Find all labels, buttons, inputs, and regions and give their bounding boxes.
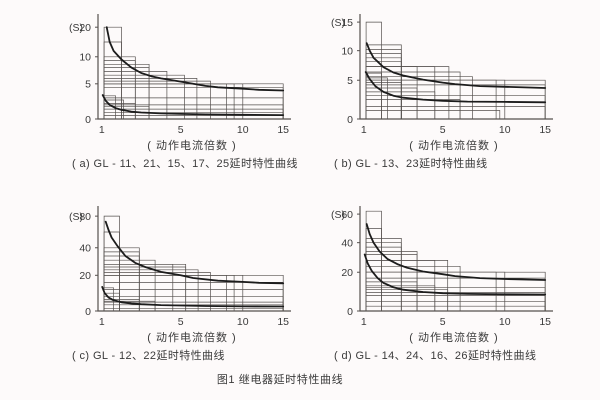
y-tick-label: 10	[341, 45, 353, 57]
chart-a-block: 0 5 10 20 1 5 10 15 (S)( 动作电流倍数 ) ( a) GL - 11、2…	[54, 5, 308, 171]
chart-d-block: 0 20 40 60 1 5 10 15 (S)( 动作电流倍数 ) ( d) GL - 14、…	[316, 197, 570, 363]
y-axis-unit-label: (S)	[331, 17, 345, 29]
figure-title: 图1 继电器延时特性曲线	[216, 374, 344, 386]
y-axis-unit-label: (S)	[331, 209, 345, 221]
lower-limit-curve	[101, 286, 285, 308]
y-axis-unit-label: (S)	[69, 22, 83, 34]
x-axis-title: ( 动作电流倍数 )	[147, 138, 236, 152]
y-tick-label: 0	[85, 114, 91, 126]
chart-b-block: 0 5 10 15 1 5 10 15 (S)( 动作电流倍数 ) ( b) GL - 13、2…	[316, 5, 570, 171]
tolerance-step-rect-lower	[365, 106, 546, 119]
y-tick-label: 15	[341, 17, 353, 29]
x-tick-label: 5	[178, 124, 184, 136]
y-tick-label: 80	[79, 211, 91, 223]
tolerance-step-rect-lower	[365, 77, 388, 119]
tolerance-step-rect-lower	[365, 287, 546, 311]
axis-lines	[97, 206, 291, 312]
y-tick-label: 10	[79, 52, 91, 64]
x-tick-label: 15	[539, 124, 551, 136]
x-tick-label: 5	[178, 316, 184, 328]
tolerance-step-rect-upper	[365, 228, 382, 311]
tolerance-step-rect-upper	[365, 242, 402, 311]
y-tick-label: 20	[79, 22, 91, 34]
tolerance-step-rect-upper	[365, 210, 382, 311]
y-tick-label: 60	[341, 209, 353, 221]
lower-limit-curve	[364, 71, 547, 104]
tolerance-step-rect-lower	[103, 115, 284, 119]
x-axis-title: ( 动作电流倍数 )	[147, 330, 236, 344]
tolerance-step-rect-lower	[365, 110, 501, 119]
chart-c-caption: ( c) GL - 12、22延时特性曲线	[72, 350, 225, 362]
y-tick-label: 0	[347, 114, 353, 126]
tolerance-step-rect-upper	[365, 66, 450, 119]
x-tick-label: 15	[539, 316, 551, 328]
upper-limit-curve	[105, 26, 285, 92]
lower-limit-curve	[363, 253, 547, 296]
tolerance-step-rect-upper	[365, 66, 418, 119]
x-tick-label: 15	[277, 316, 289, 328]
y-tick-label: 20	[341, 267, 353, 279]
x-tick-label: 10	[237, 316, 249, 328]
tolerance-step-rect-upper	[365, 49, 402, 119]
tolerance-step-rect-upper	[365, 76, 473, 119]
x-tick-label: 10	[499, 124, 511, 136]
x-axis-title: ( 动作电流倍数 )	[409, 138, 498, 152]
tolerance-step-rect-lower	[103, 307, 284, 311]
tolerance-step-rect-lower	[365, 99, 461, 119]
upper-limit-curve	[365, 42, 547, 89]
tolerance-step-rect-upper	[365, 21, 382, 119]
y-tick-label: 0	[85, 306, 91, 318]
x-tick-label: 10	[499, 316, 511, 328]
x-tick-label: 10	[237, 124, 249, 136]
chart-b-caption: ( b) GL - 13、23延时特性曲线	[334, 158, 488, 170]
lower-limit-curve	[101, 94, 285, 116]
chart-c-block: 0 20 40 80 1 5 10 15 (S)( 动作电流倍数 ) ( c) GL - 12、…	[54, 197, 308, 363]
x-tick-label: 5	[440, 124, 446, 136]
y-tick-label: 5	[347, 75, 353, 87]
x-axis-title: ( 动作电流倍数 )	[409, 330, 498, 344]
tolerance-step-rect-lower	[103, 289, 284, 311]
chart-a-caption: ( a) GL - 11、21、15、17、25延时特性曲线	[72, 158, 298, 170]
y-tick-label: 40	[341, 237, 353, 249]
tolerance-step-rect-lower	[365, 295, 546, 311]
y-tick-label: 5	[85, 79, 91, 91]
y-tick-label: 40	[79, 243, 91, 255]
tolerance-step-rect-lower	[365, 305, 546, 311]
tolerance-step-rect-upper	[365, 238, 402, 311]
tolerance-step-rect-upper	[365, 53, 402, 119]
x-tick-label: 1	[361, 316, 367, 328]
upper-limit-curve	[365, 223, 547, 281]
x-tick-label: 1	[99, 124, 105, 136]
y-tick-label: 20	[79, 270, 91, 282]
x-tick-label: 1	[99, 316, 105, 328]
x-tick-label: 1	[361, 124, 367, 136]
tolerance-step-rect-lower	[103, 304, 284, 311]
tolerance-step-rect-upper	[365, 265, 461, 311]
tolerance-step-rect-upper	[365, 254, 418, 311]
upper-limit-curve	[104, 220, 285, 285]
y-axis-unit-label: (S)	[69, 211, 83, 223]
chart-d-caption: ( d) GL - 14、24、16、26延时特性曲线	[334, 350, 537, 362]
tolerance-step-rect-lower	[365, 87, 418, 119]
x-tick-label: 15	[277, 124, 289, 136]
y-tick-label: 0	[347, 306, 353, 318]
x-tick-label: 5	[440, 316, 446, 328]
tolerance-step-rect-lower	[365, 95, 546, 119]
